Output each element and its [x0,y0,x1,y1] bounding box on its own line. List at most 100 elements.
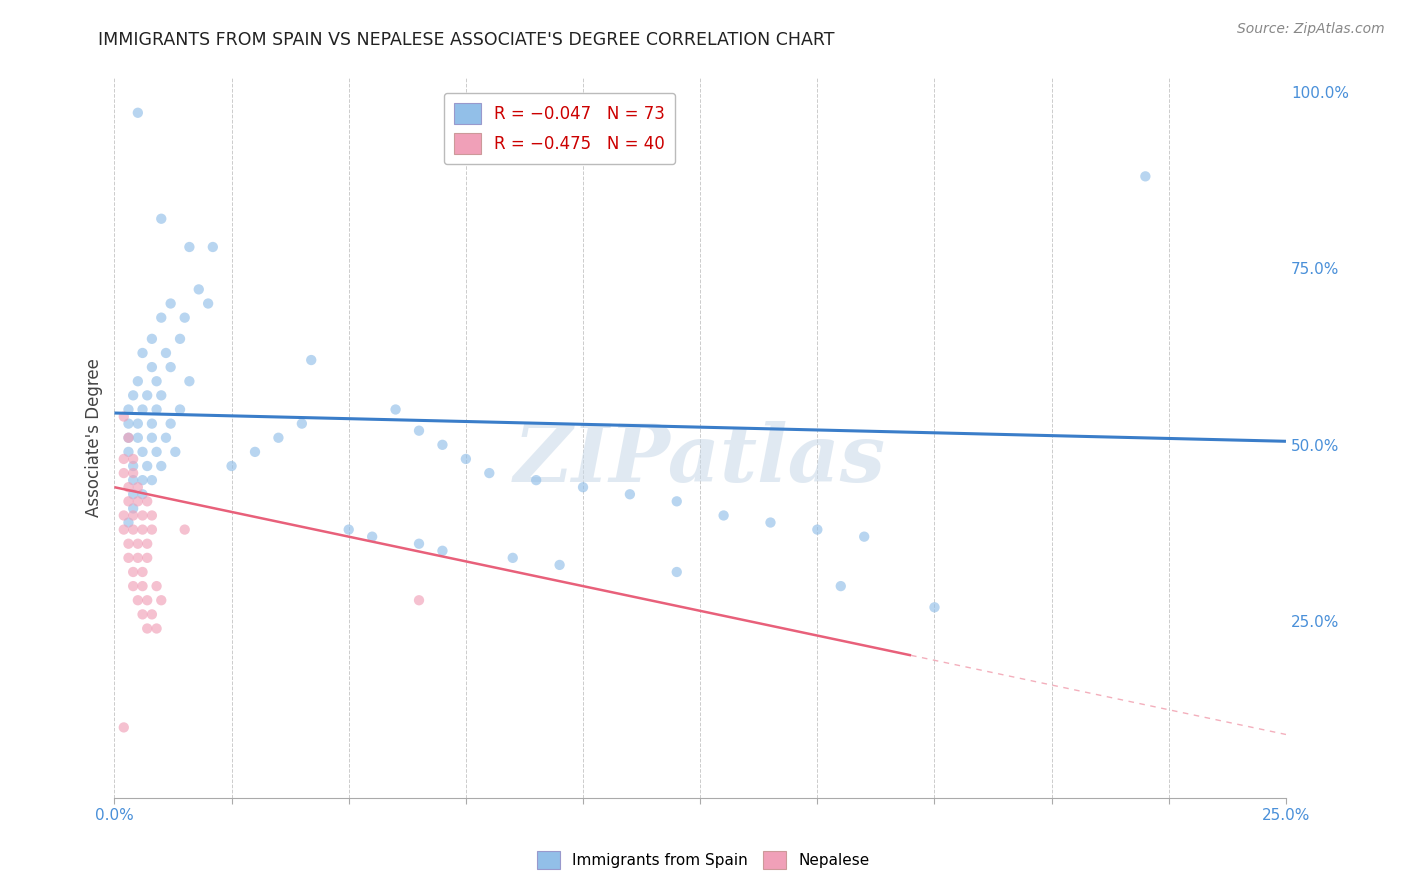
Point [136,388,159,402]
Point [131,579,153,593]
Point [159,417,181,431]
Point [122,388,145,402]
Point [165,445,187,459]
Point [112,720,135,734]
Point [619,487,641,501]
Point [117,402,139,417]
Point [150,458,173,473]
Point [117,537,139,551]
Point [548,558,571,572]
Text: ZIPatlas: ZIPatlas [515,421,886,498]
Point [131,346,153,360]
Point [197,296,219,310]
Point [454,452,477,467]
Point [432,438,454,452]
Point [665,494,688,508]
Text: Source: ZipAtlas.com: Source: ZipAtlas.com [1237,22,1385,37]
Point [127,537,149,551]
Point [159,360,181,375]
Point [112,409,135,424]
Point [122,508,145,523]
Point [145,374,167,388]
Point [759,516,782,530]
Point [141,523,163,537]
Point [131,565,153,579]
Point [127,417,149,431]
Point [122,473,145,487]
Point [572,480,595,494]
Point [117,445,139,459]
Point [853,530,876,544]
Text: IMMIGRANTS FROM SPAIN VS NEPALESE ASSOCIATE'S DEGREE CORRELATION CHART: IMMIGRANTS FROM SPAIN VS NEPALESE ASSOCI… [98,31,835,49]
Point [173,310,195,325]
Point [127,480,149,494]
Point [136,550,159,565]
Point [713,508,735,523]
Point [127,494,149,508]
Point [141,332,163,346]
Point [432,543,454,558]
Point [173,523,195,537]
Point [145,579,167,593]
Point [524,473,547,487]
Point [145,622,167,636]
Point [127,593,149,607]
Point [299,353,322,368]
Point [131,473,153,487]
Point [145,402,167,417]
Point [136,494,159,508]
Point [122,565,145,579]
Point [141,508,163,523]
Point [131,402,153,417]
Point [384,402,406,417]
Point [408,537,430,551]
Point [122,458,145,473]
Point [1135,169,1157,184]
Point [127,550,149,565]
Point [806,523,828,537]
Point [155,431,177,445]
Legend: Immigrants from Spain, Nepalese: Immigrants from Spain, Nepalese [530,845,876,875]
Legend: R = −0.047   N = 73, R = −0.475   N = 40: R = −0.047 N = 73, R = −0.475 N = 40 [444,93,675,164]
Point [131,508,153,523]
Point [478,466,501,480]
Point [502,550,524,565]
Point [127,105,149,120]
Point [201,240,224,254]
Point [243,445,266,459]
Point [179,240,201,254]
Point [179,374,201,388]
Point [291,417,314,431]
Point [122,466,145,480]
Point [150,310,173,325]
Point [150,211,173,226]
Point [112,523,135,537]
Point [169,402,191,417]
Point [155,346,177,360]
Point [136,537,159,551]
Point [141,417,163,431]
Point [141,473,163,487]
Point [117,417,139,431]
Point [187,282,209,296]
Point [830,579,852,593]
Point [122,523,145,537]
Point [117,494,139,508]
Point [150,388,173,402]
Point [136,622,159,636]
Point [131,487,153,501]
Point [141,607,163,622]
Point [122,452,145,467]
Point [408,593,430,607]
Point [131,523,153,537]
Point [117,431,139,445]
Point [408,424,430,438]
Point [665,565,688,579]
Y-axis label: Associate's Degree: Associate's Degree [86,359,103,517]
Point [141,360,163,375]
Point [361,530,384,544]
Point [117,550,139,565]
Point [112,452,135,467]
Point [117,480,139,494]
Point [131,445,153,459]
